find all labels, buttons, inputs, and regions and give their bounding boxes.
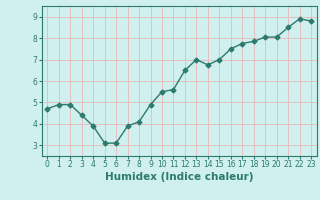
X-axis label: Humidex (Indice chaleur): Humidex (Indice chaleur) (105, 172, 253, 182)
